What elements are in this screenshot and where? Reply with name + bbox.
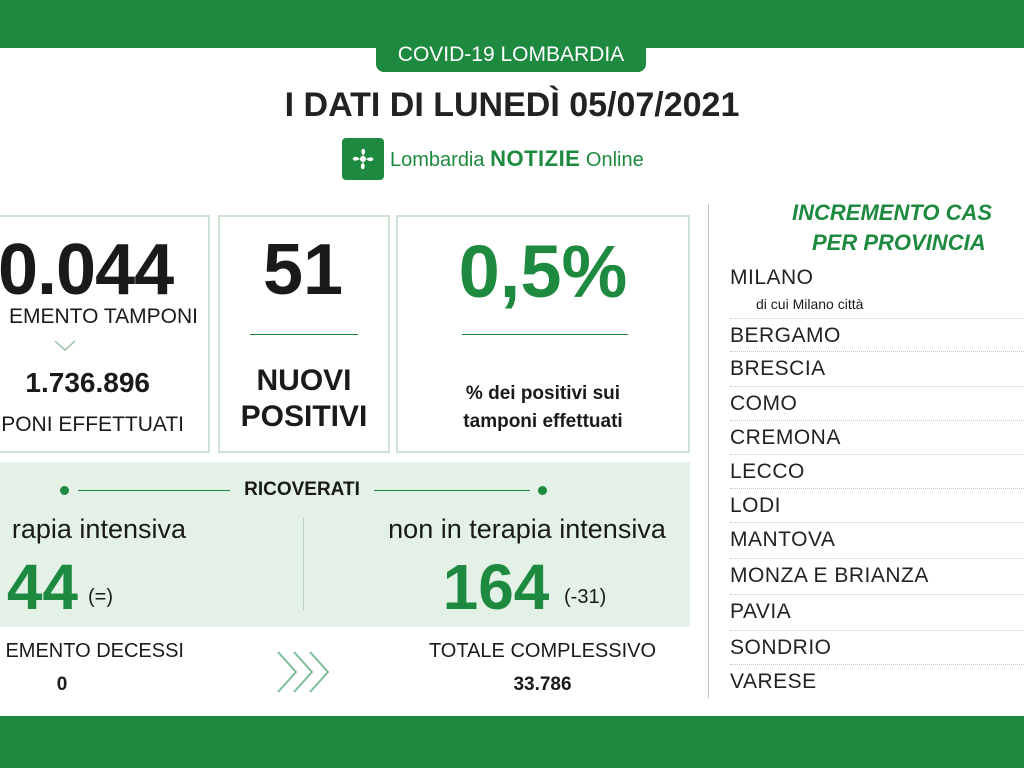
row-separator <box>730 664 1024 665</box>
milano-city-sublabel: di cui Milano città <box>756 296 864 312</box>
province-title-2: PER PROVINCIA <box>812 230 986 255</box>
brand-prefix: Lombardia <box>390 149 485 171</box>
row-separator <box>730 594 1024 595</box>
rose-logo-icon <box>342 138 384 180</box>
totale-value: 33.786 <box>513 674 572 695</box>
province-list: MILANO di cui Milano città BERGAMO BRESCIA C… <box>730 0 1024 768</box>
province-como: COMO <box>730 392 798 415</box>
ricoverati-heading: RICOVERATI <box>244 479 360 500</box>
decessi-value: 0 <box>56 674 68 695</box>
row-separator <box>730 630 1024 631</box>
province-title-1: INCREMENTO CAS <box>792 200 993 225</box>
divider <box>462 334 628 335</box>
row-separator <box>730 351 1024 352</box>
row-separator <box>730 558 1024 559</box>
divider <box>374 490 530 491</box>
intensiva-change: (=) <box>88 586 113 608</box>
province-sondrio: SONDRIO <box>730 636 832 659</box>
province-lodi: LODI <box>730 494 782 517</box>
bullet-dot <box>60 486 69 495</box>
tamponi-label: EMENTO TAMPONI <box>8 305 198 328</box>
nuovi-label-2: POSITIVI <box>240 400 368 433</box>
row-separator <box>730 318 1024 319</box>
bottom-banner <box>0 716 1024 768</box>
intensiva-label: rapia intensiva <box>11 514 186 544</box>
divider <box>303 518 304 610</box>
percentuale-label-2: tamponi effettuati <box>463 411 623 432</box>
province-lecco: LECCO <box>730 460 805 483</box>
province-cremona: CREMONA <box>730 426 841 449</box>
ricoverati-panel: RICOVERATI rapia intensiva 44 (=) non in… <box>0 462 690 627</box>
tamponi-total: 1.736.896 <box>25 367 150 398</box>
tamponi-value: 0.044 <box>0 230 174 310</box>
province-bergamo: BERGAMO <box>730 324 841 347</box>
row-separator <box>730 386 1024 387</box>
decessi-label: EMENTO DECESSI <box>5 640 184 662</box>
percentuale-card: 0,5% % dei positivi sui tamponi effettua… <box>396 215 690 453</box>
row-separator <box>730 488 1024 489</box>
non-intensiva-change: (-31) <box>564 586 607 608</box>
province-varese: VARESE <box>730 670 817 693</box>
header-tag: COVID-19 LOMBARDIA <box>376 40 646 72</box>
bullet-dot <box>538 486 547 495</box>
brand-suffix: Online <box>585 149 644 171</box>
brand-name: Lombardia NOTIZIE Online <box>390 146 644 172</box>
totale-label: TOTALE COMPLESSIVO <box>428 640 657 662</box>
chevrons-right-icon <box>276 650 338 699</box>
divider <box>250 334 358 335</box>
page-title: I DATI DI LUNEDÌ 05/07/2021 <box>284 86 740 124</box>
nuovi-label-1: NUOVI <box>256 364 352 397</box>
non-intensiva-label: non in terapia intensiva <box>388 514 666 544</box>
province-milano: MILANO <box>730 266 814 289</box>
percentuale-value: 0,5% <box>458 230 628 313</box>
province-pavia: PAVIA <box>730 600 792 623</box>
percentuale-label-1: % dei positivi sui <box>465 383 621 404</box>
province-monza-e-brianza: MONZA E BRIANZA <box>730 564 929 587</box>
tamponi-total-label: PONI EFFETTUATI <box>1 413 184 436</box>
tamponi-card: 0.044 EMENTO TAMPONI 1.736.896 PONI EFFE… <box>0 215 210 453</box>
brand-main: NOTIZIE <box>490 146 581 171</box>
row-separator <box>730 522 1024 523</box>
non-intensiva-value: 164 <box>442 551 550 623</box>
brand-logo-block: Lombardia NOTIZIE Online <box>342 138 644 180</box>
panel-divider <box>708 204 709 698</box>
province-mantova: MANTOVA <box>730 528 836 551</box>
row-separator <box>730 420 1024 421</box>
intensiva-value: 44 <box>6 551 78 623</box>
divider <box>78 490 230 491</box>
chevron-down-icon <box>54 339 76 357</box>
nuovi-positivi-card: 51 NUOVI POSITIVI <box>218 215 390 453</box>
nuovi-value: 51 <box>262 230 344 310</box>
province-brescia: BRESCIA <box>730 357 826 380</box>
row-separator <box>730 454 1024 455</box>
